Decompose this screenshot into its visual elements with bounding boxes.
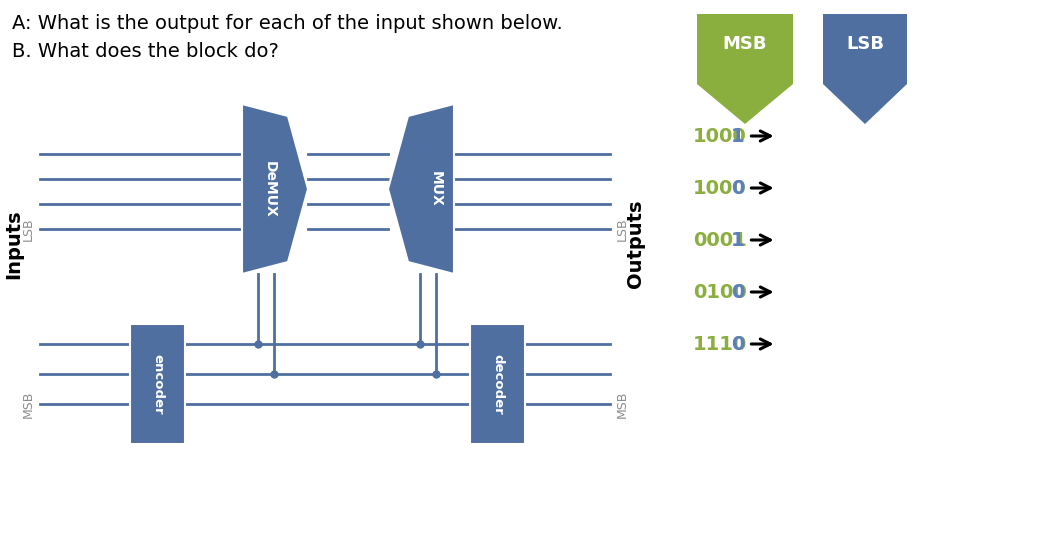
Text: 0: 0 (731, 178, 744, 197)
Polygon shape (697, 14, 793, 124)
Text: LSB: LSB (616, 217, 628, 241)
FancyBboxPatch shape (470, 324, 525, 444)
Text: Outputs: Outputs (626, 200, 645, 288)
Text: 0: 0 (731, 335, 744, 354)
Text: 1: 1 (731, 231, 744, 250)
Text: 0001: 0001 (693, 231, 746, 250)
FancyBboxPatch shape (130, 324, 185, 444)
Text: 1000: 1000 (693, 178, 746, 197)
Polygon shape (388, 104, 454, 274)
Text: LSB: LSB (22, 217, 34, 241)
Text: 0100: 0100 (693, 282, 746, 301)
Text: MSB: MSB (722, 35, 767, 53)
Text: 0: 0 (731, 282, 744, 301)
Polygon shape (242, 104, 308, 274)
Text: A: What is the output for each of the input shown below.: A: What is the output for each of the in… (11, 14, 563, 33)
Text: MSB: MSB (616, 390, 628, 418)
Text: B. What does the block do?: B. What does the block do? (11, 42, 279, 61)
Text: 1110: 1110 (693, 335, 748, 354)
Text: encoder: encoder (151, 354, 164, 415)
Polygon shape (823, 14, 907, 124)
Text: MSB: MSB (22, 390, 34, 418)
Text: decoder: decoder (491, 354, 504, 415)
Text: Inputs: Inputs (4, 209, 24, 279)
Text: MUX: MUX (429, 171, 443, 207)
Text: DeMUX: DeMUX (263, 160, 277, 218)
Text: 1: 1 (731, 127, 744, 145)
Text: 1000: 1000 (693, 127, 746, 145)
Text: LSB: LSB (846, 35, 884, 53)
